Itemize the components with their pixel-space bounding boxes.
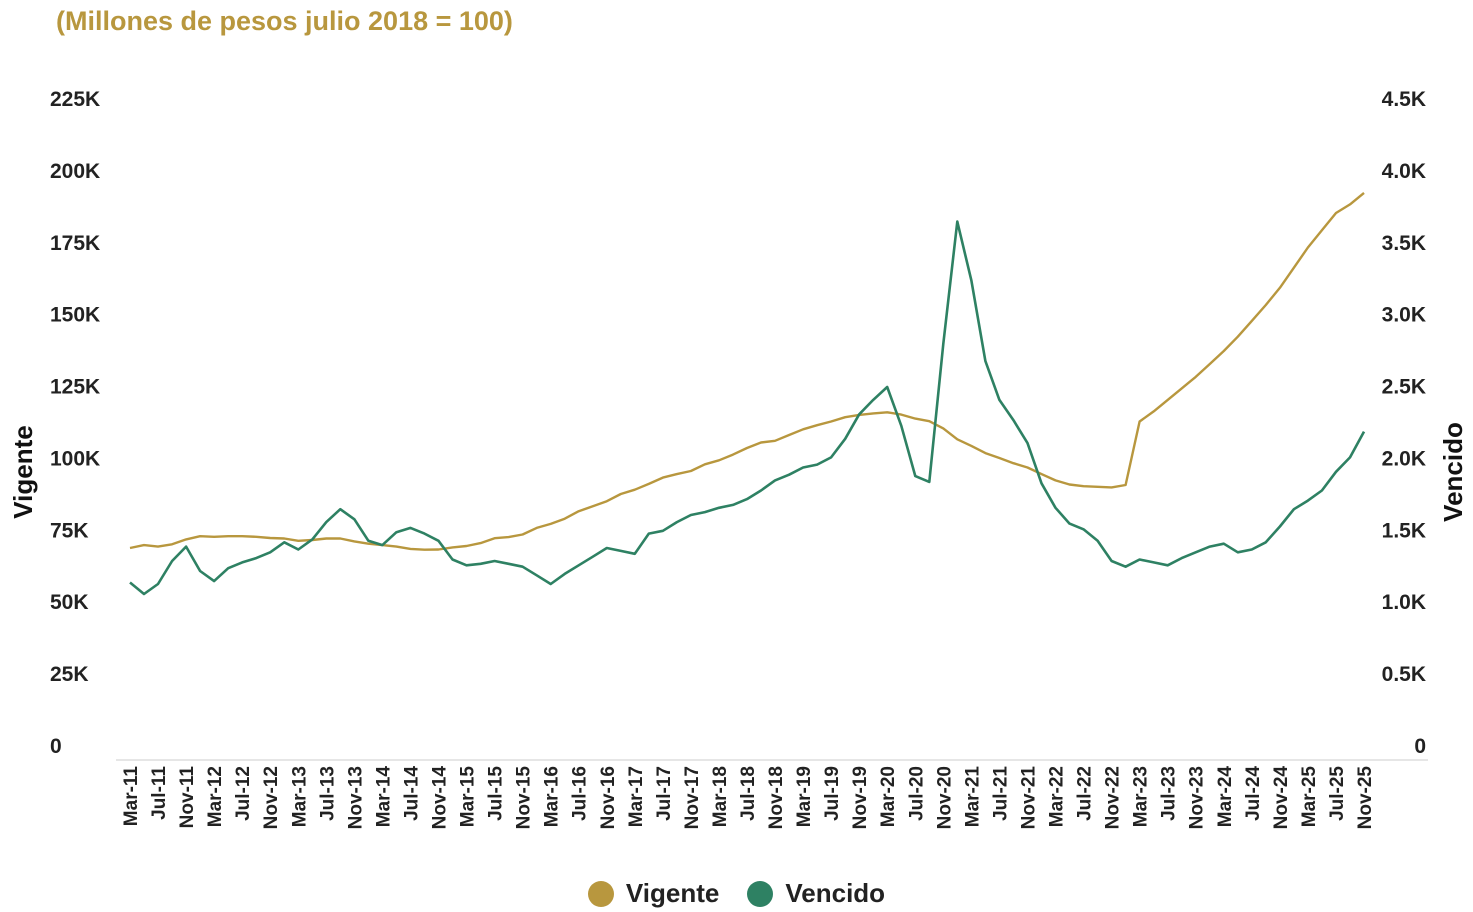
legend: Vigente Vencido [0, 878, 1473, 912]
x-tick-label: Mar-21 [962, 766, 983, 828]
y-right-tick-label: 3.0K [1382, 304, 1426, 327]
x-tick-label: Nov-20 [934, 766, 955, 829]
y-right-tick-label: 0 [1414, 735, 1426, 758]
y-right-tick-label: 2.0K [1382, 447, 1426, 470]
x-tick-label: Mar-13 [289, 766, 310, 827]
x-tick-label: Mar-22 [1047, 766, 1068, 827]
x-tick-label: Jul-18 [738, 766, 759, 821]
x-tick-label: Nov-25 [1355, 766, 1376, 830]
line-chart: 0 25K 50K 75K 100K 125K 150K 175K 200K 225K 0 0.5K… [8, 88, 1468, 830]
x-tick-label: Nov-15 [514, 766, 535, 830]
x-tick-label: Mar-19 [794, 766, 815, 827]
x-tick-label: Nov-24 [1271, 766, 1292, 830]
x-tick-label: Jul-22 [1075, 766, 1096, 821]
x-tick-label: Jul-11 [149, 766, 170, 820]
x-tick-label: Nov-22 [1103, 766, 1124, 829]
y-left-ticks: 0 25K 50K 75K 100K 125K 150K 175K 200K 225K [50, 88, 100, 758]
x-tick-label: Jul-21 [990, 766, 1011, 821]
y-left-tick-label: 75K [50, 519, 89, 542]
x-tick-label: Mar-17 [626, 766, 647, 827]
y-left-tick-label: 200K [50, 160, 100, 183]
x-tick-label: Mar-14 [373, 766, 394, 828]
x-tick-label: Mar-15 [458, 766, 479, 828]
x-tick-label: Jul-14 [401, 766, 422, 821]
x-tick-label: Nov-21 [1018, 766, 1039, 830]
y-right-tick-label: 4.5K [1382, 88, 1426, 111]
x-tick-label: Jul-13 [317, 766, 338, 821]
y-right-tick-label: 2.5K [1382, 376, 1426, 399]
y-left-tick-label: 50K [50, 591, 89, 614]
x-tick-label: Mar-23 [1131, 766, 1152, 827]
legend-dot-icon [587, 880, 614, 907]
x-tick-label: Mar-16 [542, 766, 563, 827]
legend-item-vencido: Vencido [747, 878, 885, 909]
y-right-tick-label: 0.5K [1382, 663, 1426, 686]
y-right-tick-label: 4.0K [1382, 160, 1426, 183]
y-left-tick-label: 225K [50, 88, 100, 111]
y-right-axis-title: Vencido [1438, 422, 1468, 522]
x-tick-label: Nov-11 [177, 766, 198, 829]
x-tick-label: Mar-25 [1299, 766, 1320, 828]
x-tick-label: Jul-15 [486, 766, 507, 821]
x-tick-label: Mar-12 [205, 766, 226, 827]
x-tick-label: Nov-13 [345, 766, 366, 829]
legend-dot-icon [747, 880, 774, 907]
x-tick-label: Mar-11 [121, 766, 142, 827]
x-tick-label: Nov-12 [261, 766, 282, 829]
chart-subtitle: (Millones de pesos julio 2018 = 100) [56, 6, 513, 36]
x-tick-label: Nov-23 [1187, 766, 1208, 829]
x-tick-label: Jul-25 [1327, 766, 1348, 821]
x-tick-label: Jul-19 [822, 766, 843, 821]
y-left-tick-label: 0 [50, 735, 62, 758]
x-tick-label: Mar-24 [1215, 766, 1236, 828]
x-tick-label: Nov-18 [766, 766, 787, 829]
x-tick-label: Jul-24 [1243, 766, 1264, 821]
y-right-tick-label: 3.5K [1382, 232, 1426, 255]
legend-item-vigente: Vigente [587, 878, 720, 909]
x-tick-label: Mar-18 [710, 766, 731, 827]
x-tick-label: Nov-17 [682, 766, 703, 829]
y-right-ticks: 0 0.5K 1.0K 1.5K 2.0K 2.5K 3.0K 3.5K 4.0K 4.5K [1382, 88, 1426, 758]
x-tick-label: Nov-16 [598, 766, 619, 829]
x-ticks: Mar-11 Jul-11 Nov-11 Mar-12 Jul-12 Nov-12 Mar-… [121, 766, 1376, 830]
x-tick-label: Mar-20 [878, 766, 899, 827]
y-left-axis-title: Vigente [8, 425, 38, 518]
y-left-tick-label: 125K [50, 376, 100, 399]
y-right-tick-label: 1.5K [1382, 519, 1426, 542]
x-tick-label: Jul-20 [906, 766, 927, 821]
legend-label: Vencido [785, 878, 886, 908]
x-tick-label: Jul-23 [1159, 766, 1180, 821]
series-line-vigente [129, 191, 1365, 551]
series-lines [129, 191, 1366, 596]
y-right-tick-label: 1.0K [1382, 591, 1426, 614]
series-line-vencido [129, 220, 1366, 596]
x-tick-label: Nov-19 [850, 766, 871, 829]
y-left-tick-label: 25K [50, 663, 89, 686]
y-left-tick-label: 150K [50, 304, 100, 327]
x-tick-label: Jul-12 [233, 766, 254, 821]
y-left-tick-label: 100K [50, 447, 100, 470]
x-tick-label: Jul-16 [570, 766, 591, 821]
x-tick-label: Jul-17 [654, 766, 675, 821]
legend-label: Vigente [625, 878, 720, 908]
x-tick-label: Nov-14 [430, 766, 451, 830]
y-left-tick-label: 175K [50, 232, 100, 255]
